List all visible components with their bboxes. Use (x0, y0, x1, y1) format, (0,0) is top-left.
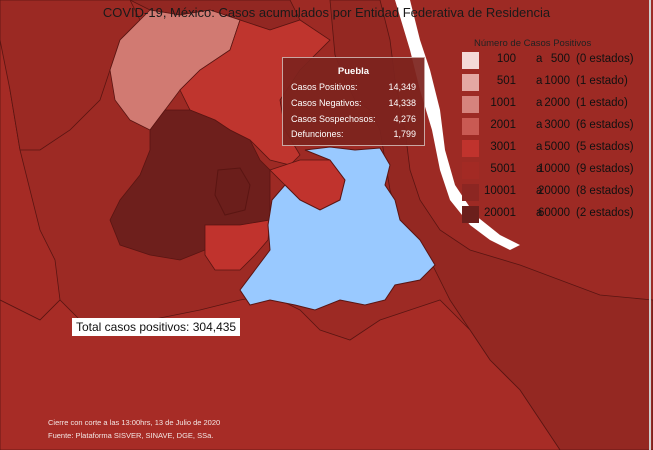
legend-min: 2001 (490, 119, 516, 131)
state-region[interactable] (179, 19, 331, 166)
puebla-state-highlight[interactable] (239, 146, 436, 311)
legend-item[interactable]: 1001 a 2000 (1 estado) (458, 96, 648, 113)
cutoff-note: Cierre con corte a las 13:00hrs, 13 de J… (48, 418, 221, 427)
legend-min: 20001 (484, 207, 516, 219)
legend-min: 5001 (490, 163, 516, 175)
legend-item[interactable]: 3001 a 5000 (5 estados) (458, 140, 648, 157)
legend-separator: a (536, 163, 543, 175)
legend-swatch (462, 140, 479, 157)
legend-min: 100 (496, 53, 516, 65)
legend-item[interactable]: 20001 a 60000 (2 estados) (458, 206, 648, 223)
state-region[interactable] (204, 219, 271, 271)
legend-states: (6 estados) (576, 119, 634, 131)
legend-states: (1 estado) (576, 97, 628, 109)
legend-max: 1000 (544, 75, 570, 87)
legend-max: 5000 (544, 141, 570, 153)
tooltip-row: Casos Positivos: 14,349 (291, 82, 416, 94)
state-region[interactable] (0, 0, 141, 151)
legend-swatch (462, 184, 479, 201)
legend-states: (5 estados) (576, 141, 634, 153)
legend-swatch (462, 206, 479, 223)
tooltip-row: Casos Sospechosos: 4,276 (291, 114, 416, 126)
legend-states: (1 estado) (576, 75, 628, 87)
legend-separator: a (536, 53, 543, 65)
legend-states: (2 estados) (576, 207, 634, 219)
legend-max: 2000 (544, 97, 570, 109)
legend-swatch (462, 118, 479, 135)
legend-max: 500 (550, 53, 570, 65)
state-tooltip: Puebla Casos Positivos: 14,349 Casos Neg… (282, 57, 425, 146)
tooltip-value: 1,799 (393, 129, 416, 139)
source-note: Fuente: Plataforma SISVER, SINAVE, DGE, … (48, 431, 214, 440)
map-title: COVID-19, México: Casos acumulados por E… (102, 5, 551, 20)
tooltip-label: Defunciones: (291, 129, 344, 139)
legend-swatch (462, 96, 479, 113)
legend-min: 10001 (484, 185, 516, 197)
legend-item[interactable]: 10001 a 20000 (8 estados) (458, 184, 648, 201)
tooltip-row: Casos Negativos: 14,338 (291, 98, 416, 110)
tooltip-value: 14,349 (388, 82, 416, 92)
tooltip-label: Casos Negativos: (291, 98, 362, 108)
legend-swatch (462, 52, 479, 69)
legend-title: Número de Casos Positivos (474, 38, 592, 49)
tooltip-value: 14,338 (388, 98, 416, 108)
tooltip-value: 4,276 (393, 114, 416, 124)
legend-item[interactable]: 2001 a 3000 (6 estados) (458, 118, 648, 135)
legend-min: 1001 (490, 97, 516, 109)
legend-separator: a (536, 141, 543, 153)
tooltip-title: Puebla (337, 66, 370, 77)
legend-item[interactable]: 100 a 500 (0 estados) (458, 52, 648, 69)
legend-max: 10000 (538, 163, 570, 175)
legend-separator: a (536, 207, 543, 219)
legend-max: 20000 (538, 185, 570, 197)
tooltip-label: Casos Positivos: (291, 82, 358, 92)
legend-item[interactable]: 501 a 1000 (1 estado) (458, 74, 648, 91)
legend-separator: a (536, 119, 543, 131)
legend-swatch (462, 162, 479, 179)
legend-min: 3001 (490, 141, 516, 153)
tooltip-row: Defunciones: 1,799 (291, 129, 416, 141)
legend-max: 60000 (538, 207, 570, 219)
legend-item[interactable]: 5001 a 10000 (9 estados) (458, 162, 648, 179)
coastline (395, 0, 520, 250)
legend-separator: a (536, 75, 543, 87)
legend-separator: a (536, 97, 543, 109)
legend-states: (9 estados) (576, 163, 634, 175)
legend-states: (8 estados) (576, 185, 634, 197)
legend-separator: a (536, 185, 543, 197)
total-cases-label: Total casos positivos: 304,435 (72, 318, 241, 336)
legend-min: 501 (496, 75, 516, 87)
legend-states: (0 estados) (576, 53, 634, 65)
tooltip-label: Casos Sospechosos: (291, 114, 376, 124)
legend-max: 3000 (544, 119, 570, 131)
state-region[interactable] (214, 167, 251, 216)
legend-swatch (462, 74, 479, 91)
